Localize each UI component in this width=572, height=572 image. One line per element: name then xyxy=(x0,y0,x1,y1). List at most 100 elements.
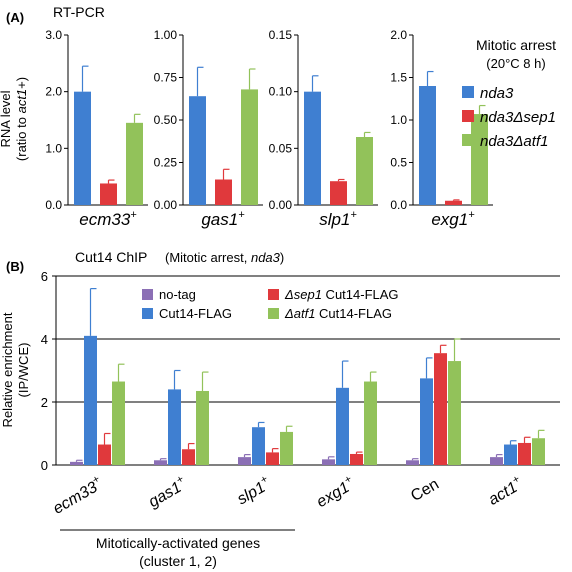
y-tick-label: 0.5 xyxy=(390,156,407,170)
panel-b-method: Cut14 ChIP xyxy=(75,249,147,265)
legend-swatch-flag xyxy=(142,308,153,319)
panel-a-plots: 0.0 1.0 2.0 3.0 ecm33+ 0.00 0.25 0.50 0.75 1.00 ga… xyxy=(45,28,493,229)
category-label-exg1: exg1+ xyxy=(312,473,358,511)
y-tick-label: 1.0 xyxy=(45,141,62,155)
y-tick-label: 0.50 xyxy=(154,113,178,127)
y-tick-label: 4 xyxy=(41,332,48,347)
bar-slp1-0 xyxy=(238,457,251,465)
y-tick-label: 0.15 xyxy=(269,28,293,42)
bar-gas1-2 xyxy=(241,89,258,205)
bar-ecm33-0 xyxy=(70,461,83,465)
legend-b: no-tag Cut14-FLAG Δsep1 Cut14-FLAG Δatf1… xyxy=(142,287,399,321)
gene-label-slp1: slp1+ xyxy=(319,209,357,229)
legend-a-label-0: nda3 xyxy=(480,85,514,102)
y-tick-label: 0.05 xyxy=(269,141,293,155)
bar-gas1-0 xyxy=(189,96,206,205)
category-label-slp1: slp1+ xyxy=(233,473,274,509)
chart-gas1: 0.00 0.25 0.50 0.75 1.00 gas1+ xyxy=(154,28,263,229)
bar-slp1-1 xyxy=(252,427,265,465)
legend-a-subtitle: (20°C 8 h) xyxy=(486,56,545,71)
bar-ecm33-1 xyxy=(84,335,97,465)
bar-gas1-1 xyxy=(215,179,232,205)
bar-slp1-2 xyxy=(266,452,279,465)
y-tick-label: 1.0 xyxy=(390,113,407,127)
gene-label-gas1: gas1+ xyxy=(201,209,245,229)
legend-label-atf1: Δatf1 Cut14-FLAG xyxy=(284,306,392,321)
bar-exg1-0 xyxy=(322,459,335,465)
bar-act1-1 xyxy=(504,444,517,465)
category-label-act1: act1+ xyxy=(484,473,526,509)
chart-exg1: 0.0 0.5 1.0 1.5 2.0 exg1+ xyxy=(390,28,493,229)
y-tick-label: 0.00 xyxy=(154,198,178,212)
bar-ecm33-0 xyxy=(74,91,91,205)
legend-a-title: Mitotic arrest xyxy=(476,37,556,53)
bar-exg1-1 xyxy=(445,200,462,205)
bar-ecm33-2 xyxy=(98,444,111,465)
gene-label-ecm33: ecm33+ xyxy=(79,209,137,229)
bar-gas1-0 xyxy=(154,460,167,465)
bar-Cen-1 xyxy=(420,378,433,465)
y-tick-label: 0.75 xyxy=(154,71,178,85)
category-label-gas1: gas1+ xyxy=(144,473,190,511)
y-tick-label: 0.0 xyxy=(45,198,62,212)
bar-act1-0 xyxy=(490,457,503,465)
bar-act1-2 xyxy=(518,442,531,465)
chart-slp1: 0.00 0.05 0.10 0.15 slp1+ xyxy=(269,28,378,229)
chart-ecm33: 0.0 1.0 2.0 3.0 ecm33+ xyxy=(45,28,148,229)
bar-Cen-2 xyxy=(434,353,447,465)
y-tick-label: 6 xyxy=(41,269,48,284)
legend-label-sep1: Δsep1 Cut14-FLAG xyxy=(284,287,399,302)
panel-a-method: RT-PCR xyxy=(53,4,105,20)
group-label-2: (cluster 1, 2) xyxy=(139,553,217,569)
y-tick-label: 2 xyxy=(41,395,48,410)
bar-act1-3 xyxy=(532,438,545,465)
bar-gas1-2 xyxy=(182,449,195,465)
y-tick-label: 1.5 xyxy=(390,71,407,85)
y-tick-label: 2.0 xyxy=(45,85,62,99)
legend-a-swatch-1 xyxy=(462,110,474,122)
legend-a-swatch-0 xyxy=(462,86,474,98)
panel-b-ylabel: Relative enrichment xyxy=(0,312,15,427)
y-tick-label: 0.0 xyxy=(390,198,407,212)
bar-ecm33-3 xyxy=(112,381,125,465)
bar-exg1-3 xyxy=(364,381,377,465)
y-tick-label: 0.25 xyxy=(154,156,178,170)
legend-swatch-sep1 xyxy=(268,289,279,300)
panel-a-ylabel: RNA level xyxy=(0,90,13,147)
bar-ecm33-2 xyxy=(126,122,143,205)
y-tick-label: 2.0 xyxy=(390,28,407,42)
category-label-ecm33: ecm33+ xyxy=(49,473,107,518)
bar-gas1-1 xyxy=(168,389,181,465)
legend-a: nda3 nda3Δsep1 nda3Δatf1 xyxy=(462,85,556,150)
bar-Cen-3 xyxy=(448,361,461,465)
legend-label-flag: Cut14-FLAG xyxy=(159,306,232,321)
legend-a-swatch-2 xyxy=(462,134,474,146)
legend-swatch-notag xyxy=(142,289,153,300)
panel-a-ylabel-2: (ratio to act1+) xyxy=(14,77,29,161)
bar-Cen-0 xyxy=(406,460,419,465)
group-label: Mitotically-activated genes xyxy=(96,535,260,551)
y-tick-label: 0.00 xyxy=(269,198,293,212)
gene-label-exg1: exg1+ xyxy=(431,209,475,229)
bar-exg1-2 xyxy=(471,114,488,205)
bar-slp1-2 xyxy=(356,137,373,205)
y-tick-label: 1.00 xyxy=(154,28,178,42)
bar-ecm33-1 xyxy=(100,183,117,205)
bar-exg1-0 xyxy=(419,86,436,205)
legend-a-label-2: nda3Δatf1 xyxy=(480,133,548,150)
legend-swatch-atf1 xyxy=(268,308,279,319)
bar-slp1-3 xyxy=(280,431,293,465)
bar-slp1-1 xyxy=(330,181,347,205)
y-tick-label: 3.0 xyxy=(45,28,62,42)
panel-b-condition: (Mitotic arrest, nda3) xyxy=(165,250,284,265)
bar-exg1-2 xyxy=(350,453,363,465)
legend-label-notag: no-tag xyxy=(159,287,196,302)
y-tick-label: 0.10 xyxy=(269,85,293,99)
panel-b-ylabel-2: (IP/WCE) xyxy=(16,343,31,398)
bar-slp1-0 xyxy=(304,91,321,205)
bar-gas1-3 xyxy=(196,390,209,465)
y-tick-label: 0 xyxy=(41,458,48,473)
bar-exg1-1 xyxy=(336,387,349,465)
panel-b-label: (B) xyxy=(6,259,24,274)
